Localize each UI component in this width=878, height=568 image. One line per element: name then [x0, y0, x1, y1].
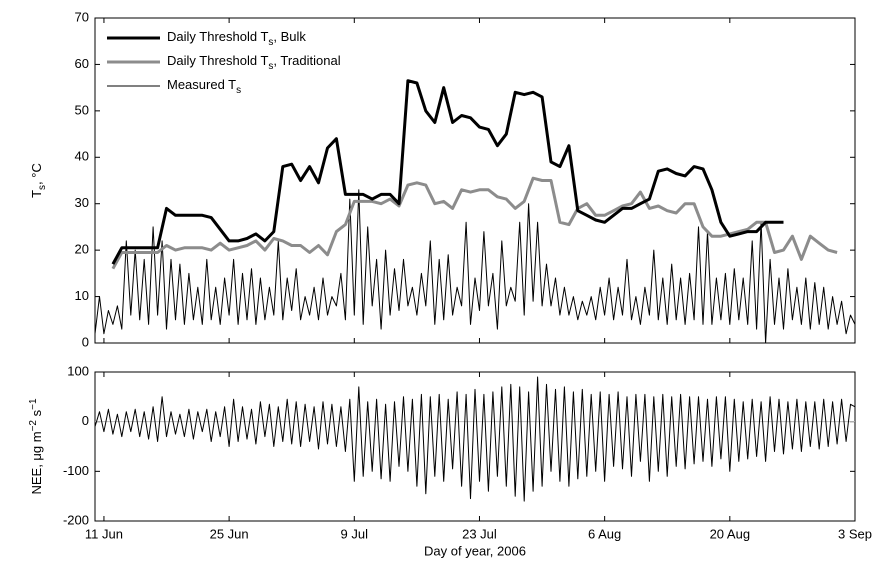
y-tick-label: 50 [75, 102, 89, 117]
legend-label-part: , Bulk [273, 29, 306, 44]
legend-label-part: Measured T [167, 77, 236, 92]
x-tick-label: 11 Jun [85, 526, 123, 541]
x-axis-label: Day of year, 2006 [424, 543, 526, 558]
x-tick-label: 25 Jun [210, 526, 249, 541]
y-tick-label: 0 [82, 413, 89, 428]
y-tick-label: 30 [75, 195, 89, 210]
y-tick-label: 0 [82, 334, 89, 349]
legend-label: Daily Threshold Ts, Traditional [167, 53, 341, 71]
y-axis-label-part: s [29, 409, 44, 420]
data-line [111, 176, 838, 270]
x-tick-label: 9 Jul [341, 526, 369, 541]
legend-label-part: s [236, 85, 241, 96]
y-axis-label: NEE, μg m−2 s−1 [28, 398, 45, 494]
y-axis-label-part: s [37, 185, 48, 190]
data-line [94, 189, 856, 344]
legend-label-part: Daily Threshold T [167, 53, 268, 68]
legend-label-part: , Traditional [273, 53, 340, 68]
y-tick-label: -100 [63, 463, 89, 478]
y-tick-label: 40 [75, 149, 89, 164]
data-line [94, 376, 856, 502]
legend-label-part: s [268, 37, 273, 48]
x-tick-label: 3 Sep [838, 526, 872, 541]
y-axis-label-part: NEE, μg m [29, 431, 44, 494]
x-tick-label: 20 Aug [710, 526, 751, 541]
y-tick-label: 60 [75, 56, 89, 71]
y-tick-label: 100 [67, 363, 89, 378]
data-line [111, 79, 784, 265]
y-axis-label-part: T [29, 190, 44, 198]
legend-label-part: s [268, 61, 273, 72]
plot-frame [94, 17, 856, 344]
y-tick-label: -200 [63, 512, 89, 527]
legend-label: Measured Ts [167, 77, 241, 95]
legend-label: Daily Threshold Ts, Bulk [167, 29, 306, 47]
y-axis-label-part: −2 [28, 420, 39, 432]
x-tick-label: 23 Jul [462, 526, 497, 541]
y-tick-label: 70 [75, 9, 89, 24]
y-tick-label: 20 [75, 242, 89, 257]
y-tick-label: 10 [75, 288, 89, 303]
y-axis-label-part: , °C [29, 163, 44, 185]
legend-label-part: Daily Threshold T [167, 29, 268, 44]
y-axis-label-part: −1 [28, 398, 39, 410]
y-axis-label: Ts, °C [29, 163, 47, 198]
x-tick-label: 6 Aug [588, 526, 621, 541]
plot-frame [94, 371, 856, 522]
